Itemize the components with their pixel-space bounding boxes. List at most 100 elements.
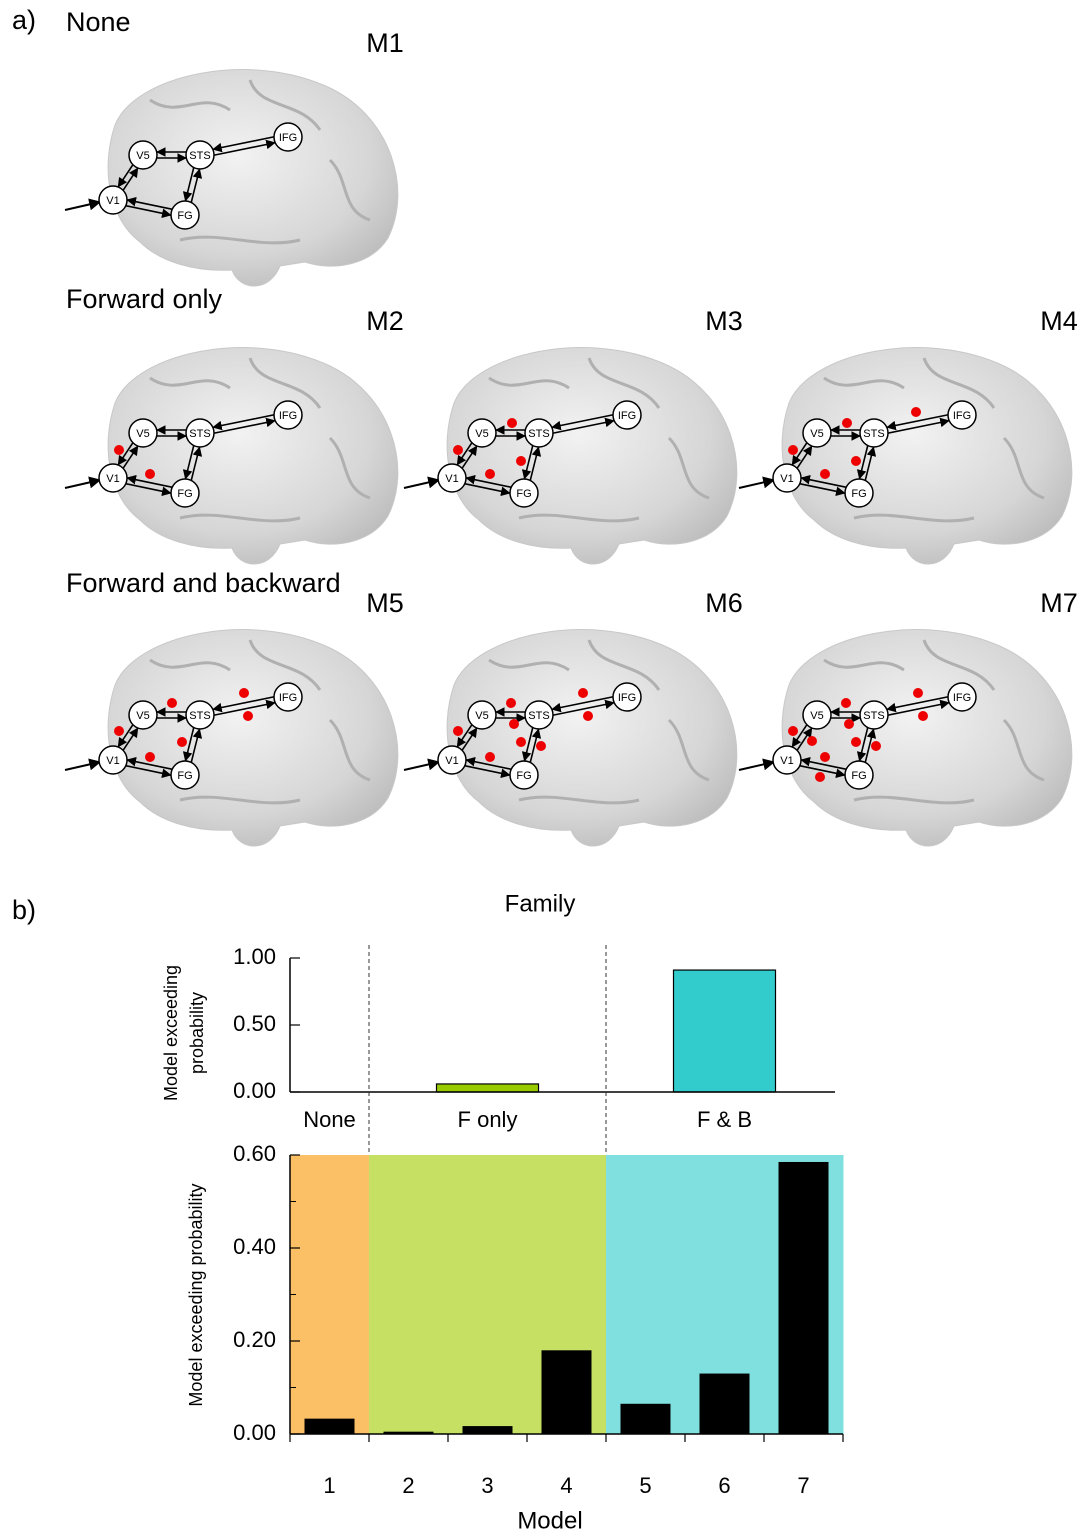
- bar: [700, 1374, 750, 1434]
- x-tick-label: 6: [718, 1473, 730, 1498]
- x-tick-label: 2: [402, 1473, 414, 1498]
- node-label: V5: [810, 710, 823, 722]
- x-tick-label: 5: [639, 1473, 651, 1498]
- bar: [305, 1419, 355, 1434]
- modulation-dot: [911, 407, 921, 417]
- bar: [674, 970, 776, 1092]
- y-axis-label: probability: [187, 992, 207, 1074]
- model-label: M6: [705, 588, 743, 618]
- node-label: IFG: [279, 692, 297, 704]
- group-label: None: [66, 7, 131, 37]
- input-arrow: [65, 202, 100, 210]
- node-label: IFG: [618, 692, 636, 704]
- modulation-dot: [788, 445, 798, 455]
- modulation-dot: [820, 752, 830, 762]
- model-label: M7: [1040, 588, 1078, 618]
- modulation-dot: [820, 469, 830, 479]
- family-band: [369, 1155, 449, 1434]
- modulation-dot: [918, 711, 928, 721]
- node-label: IFG: [618, 410, 636, 422]
- bar: [437, 1084, 539, 1092]
- modulation-dot: [167, 698, 177, 708]
- node-label: FG: [177, 488, 192, 500]
- modulation-dot: [844, 719, 854, 729]
- modulation-dot: [177, 737, 187, 747]
- node-label: STS: [863, 428, 884, 440]
- node-label: STS: [189, 150, 210, 162]
- modulation-dot: [851, 456, 861, 466]
- modulation-dot: [807, 736, 817, 746]
- modulation-dot: [485, 469, 495, 479]
- modulation-dot: [145, 469, 155, 479]
- modulation-dot: [815, 772, 825, 782]
- bar: [463, 1426, 513, 1434]
- modulation-dot: [453, 445, 463, 455]
- modulation-dot: [485, 752, 495, 762]
- input-arrow: [739, 762, 774, 770]
- node-label: STS: [189, 428, 210, 440]
- panel-label: b): [12, 895, 36, 925]
- bar: [621, 1404, 671, 1434]
- panel-label: a): [12, 5, 36, 35]
- network-diagram: V1V5STSFGIFGM5: [65, 588, 404, 846]
- x-tick-label: None: [303, 1107, 356, 1132]
- modulation-dot: [578, 688, 588, 698]
- input-arrow: [404, 480, 439, 488]
- model-label: M5: [366, 588, 404, 618]
- node-label: V1: [106, 755, 119, 767]
- x-tick-label: 1: [323, 1473, 335, 1498]
- y-tick-label: 0.40: [233, 1234, 276, 1259]
- x-axis-label: Model: [517, 1507, 582, 1534]
- y-tick-label: 0.50: [233, 1011, 276, 1036]
- modulation-dot: [851, 737, 861, 747]
- node-label: STS: [189, 710, 210, 722]
- y-tick-label: 1.00: [233, 944, 276, 969]
- node-label: FG: [851, 770, 866, 782]
- y-tick-label: 0.00: [233, 1420, 276, 1445]
- network-diagram: V1V5STSFGIFGM7: [739, 588, 1078, 846]
- modulation-dot: [114, 445, 124, 455]
- family-band: [290, 1155, 370, 1434]
- modulation-dot: [145, 752, 155, 762]
- node-label: FG: [177, 770, 192, 782]
- network-diagram: V1V5STSFGIFGM2: [65, 306, 404, 564]
- node-label: V1: [780, 473, 793, 485]
- node-label: STS: [528, 710, 549, 722]
- bar: [542, 1350, 592, 1434]
- node-label: V1: [445, 473, 458, 485]
- node-label: V1: [780, 755, 793, 767]
- modulation-dot: [871, 741, 881, 751]
- y-tick-label: 0.00: [233, 1078, 276, 1103]
- node-label: V1: [445, 755, 458, 767]
- node-label: IFG: [279, 132, 297, 144]
- modulation-dot: [913, 688, 923, 698]
- bar: [779, 1162, 829, 1434]
- group-label: Forward and backward: [66, 568, 341, 598]
- node-label: V5: [136, 150, 149, 162]
- modulation-dot: [509, 719, 519, 729]
- y-axis-label: Model exceeding: [161, 965, 181, 1101]
- node-label: V5: [810, 428, 823, 440]
- x-tick-label: F only: [458, 1107, 518, 1132]
- node-label: V1: [106, 195, 119, 207]
- node-label: IFG: [279, 410, 297, 422]
- model-label: M4: [1040, 306, 1078, 336]
- modulation-dot: [507, 418, 517, 428]
- node-label: FG: [851, 488, 866, 500]
- chart-title: Family: [505, 890, 576, 917]
- x-tick-label: 4: [560, 1473, 572, 1498]
- node-label: V5: [136, 428, 149, 440]
- input-arrow: [739, 480, 774, 488]
- node-label: FG: [177, 210, 192, 222]
- modulation-dot: [841, 698, 851, 708]
- modulation-dot: [453, 726, 463, 736]
- family-band: [606, 1155, 686, 1434]
- x-tick-label: F & B: [697, 1107, 752, 1132]
- node-label: FG: [516, 770, 531, 782]
- modulation-dot: [114, 726, 124, 736]
- modulation-dot: [243, 711, 253, 721]
- x-tick-label: 3: [481, 1473, 493, 1498]
- modulation-dot: [536, 741, 546, 751]
